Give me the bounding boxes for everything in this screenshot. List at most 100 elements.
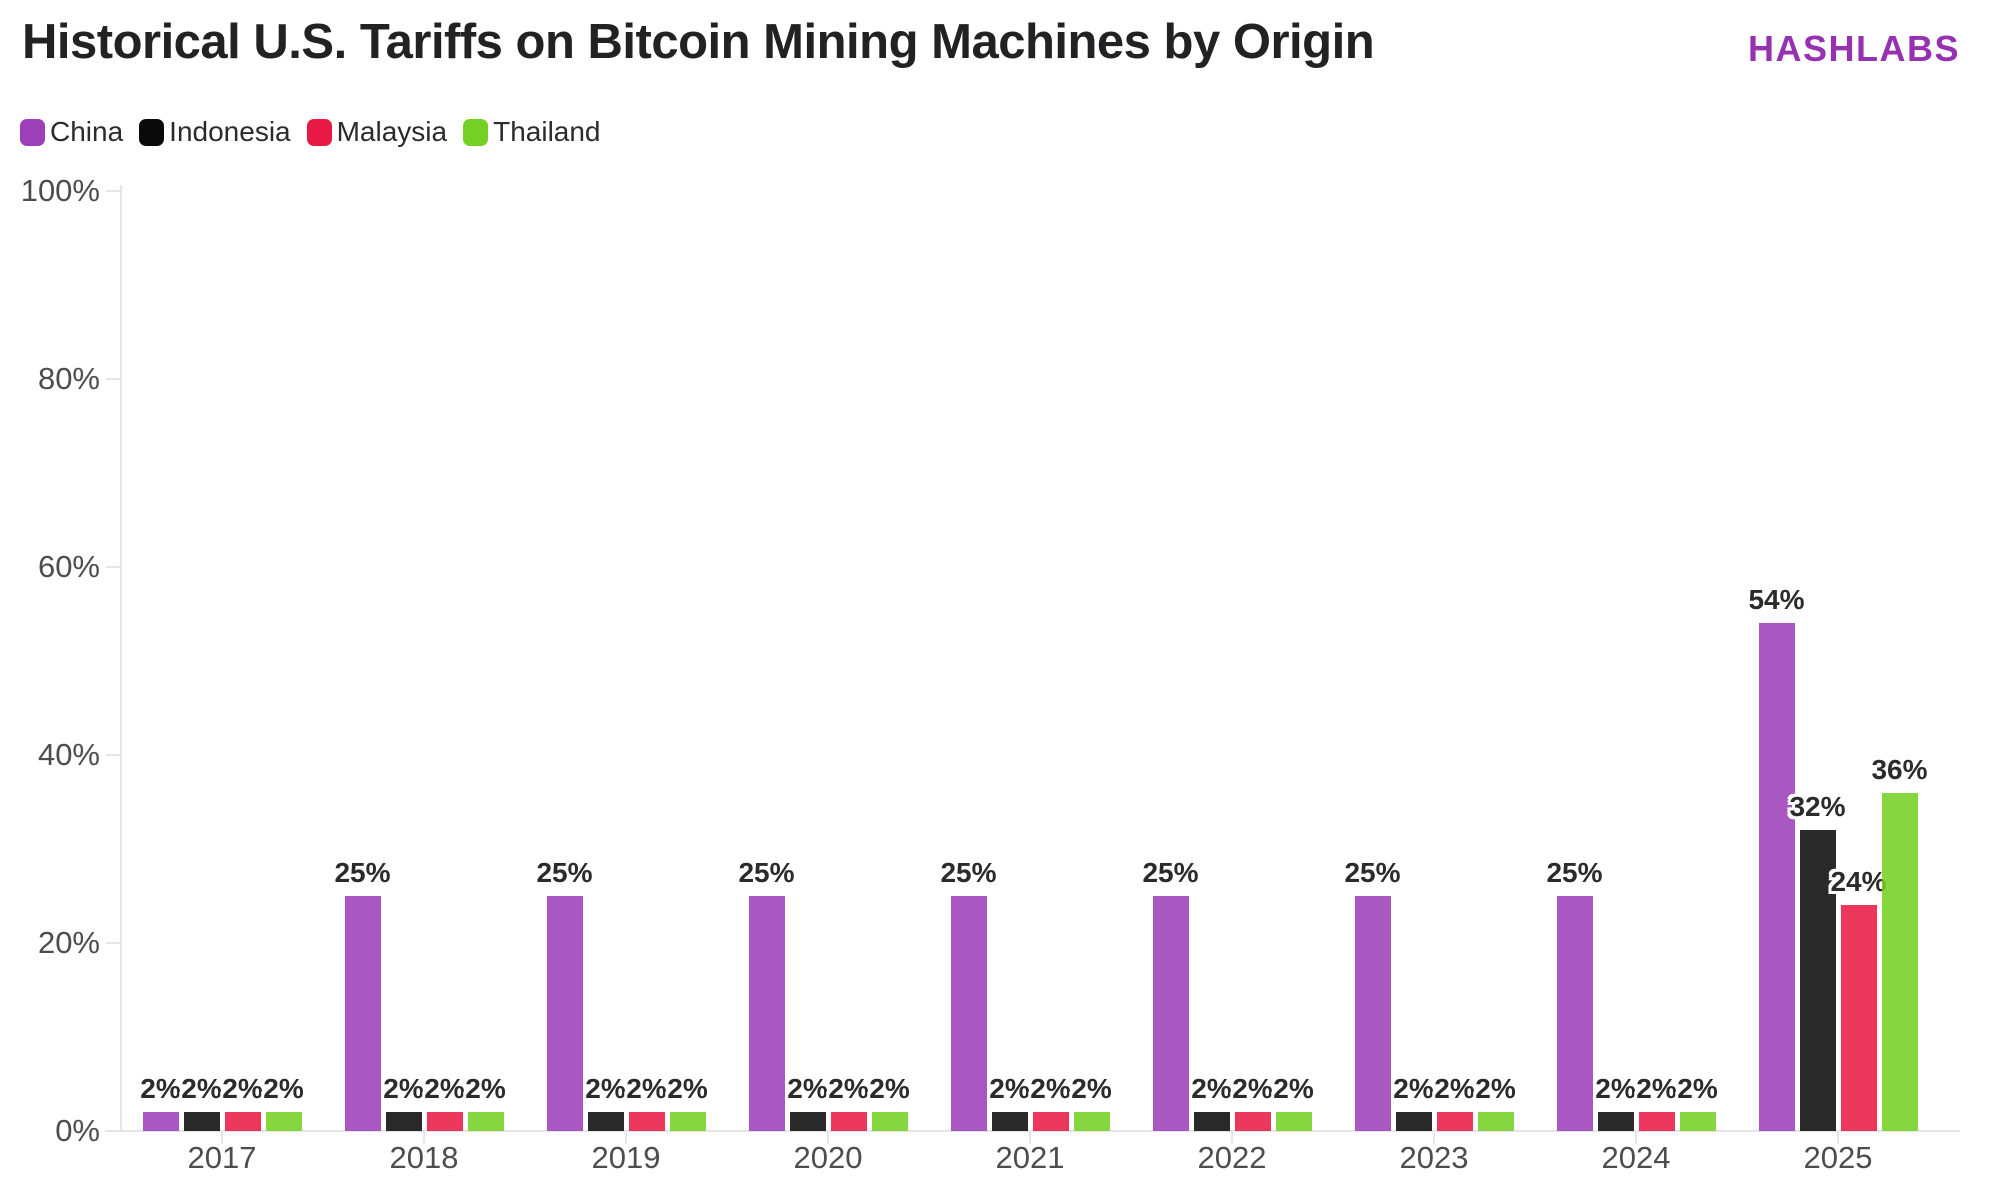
x-axis-line — [105, 1130, 1960, 1132]
value-label-china-2024: 25% — [1546, 857, 1603, 888]
x-tick-label: 2024 — [1601, 1140, 1671, 1175]
bar-malaysia-2022 — [1234, 1112, 1271, 1131]
bar-china-2019 — [546, 896, 583, 1131]
bar-indonesia-2019 — [587, 1112, 624, 1131]
x-tick — [1433, 1131, 1435, 1144]
x-tick-label: 2018 — [389, 1140, 459, 1175]
value-label-indonesia-2021: 2% — [989, 1073, 1030, 1105]
bar-malaysia-2023 — [1436, 1112, 1473, 1131]
value-label-indonesia-2019: 2% — [585, 1073, 626, 1105]
value-label-indonesia-2020: 2% — [787, 1073, 828, 1105]
value-label-thailand-2022: 2% — [1273, 1073, 1314, 1105]
value-label-china-2023: 25% — [1344, 857, 1401, 888]
x-tick-label: 2017 — [187, 1140, 257, 1175]
y-tick — [106, 566, 120, 568]
y-tick — [106, 942, 120, 944]
x-tick-label: 2019 — [591, 1140, 661, 1175]
legend-label-malaysia: Malaysia — [336, 116, 448, 147]
value-label-malaysia-2024: 2% — [1636, 1073, 1677, 1105]
value-label-china-2020: 25% — [738, 857, 795, 888]
x-tick — [1231, 1131, 1233, 1144]
y-tick — [106, 754, 120, 756]
y-tick-label: 20% — [37, 925, 100, 960]
bar-malaysia-2020 — [830, 1112, 867, 1131]
bar-thailand-2019 — [669, 1112, 706, 1131]
value-label-malaysia-2022: 2% — [1232, 1073, 1273, 1105]
legend: China Indonesia Malaysia Thailand — [20, 116, 601, 148]
chart-title: Historical U.S. Tariffs on Bitcoin Minin… — [22, 15, 1375, 69]
x-tick-label: 2025 — [1803, 1140, 1873, 1175]
bar-malaysia-2021 — [1032, 1112, 1069, 1131]
value-label-malaysia-2019: 2% — [626, 1073, 667, 1105]
y-tick-label: 80% — [37, 361, 100, 396]
hashlabs-logo: HASHLABS — [1747, 28, 1960, 69]
bar-indonesia-2017 — [183, 1112, 220, 1131]
x-tick-label: 2023 — [1399, 1140, 1469, 1175]
y-axis-line — [120, 185, 122, 1131]
value-label-indonesia-2025: 32% — [1789, 791, 1846, 823]
bar-malaysia-2017 — [224, 1112, 261, 1131]
x-tick — [1837, 1131, 1839, 1144]
bar-thailand-2025 — [1881, 792, 1918, 1131]
value-label-china-2017: 2% — [140, 1073, 181, 1105]
value-label-thailand-2023: 2% — [1475, 1073, 1516, 1105]
bar-thailand-2022 — [1275, 1112, 1312, 1131]
y-tick-label: 40% — [37, 737, 100, 772]
y-tick — [106, 190, 120, 192]
bar-thailand-2024 — [1679, 1112, 1716, 1131]
legend-item-indonesia: Indonesia — [139, 116, 291, 148]
value-label-thailand-2025: 36% — [1871, 753, 1928, 785]
bar-malaysia-2025 — [1840, 905, 1877, 1131]
value-label-thailand-2019: 2% — [667, 1073, 708, 1105]
bar-china-2018 — [344, 896, 381, 1131]
x-tick — [221, 1131, 223, 1144]
x-tick — [1029, 1131, 1031, 1144]
x-tick — [625, 1131, 627, 1144]
bar-china-2024 — [1556, 896, 1593, 1131]
value-label-thailand-2024: 2% — [1677, 1073, 1718, 1105]
value-label-malaysia-2018: 2% — [424, 1073, 465, 1105]
bar-china-2022 — [1152, 896, 1189, 1131]
value-label-thailand-2021: 2% — [1071, 1073, 1112, 1105]
x-tick — [1635, 1131, 1637, 1144]
bar-indonesia-2024 — [1597, 1112, 1634, 1131]
value-label-china-2022: 25% — [1142, 857, 1199, 888]
value-label-china-2019: 25% — [536, 857, 593, 888]
y-tick — [106, 1130, 120, 1132]
y-tick-label: 60% — [37, 549, 100, 584]
x-tick — [827, 1131, 829, 1144]
legend-label-thailand: Thailand — [493, 116, 601, 147]
legend-item-thailand: Thailand — [463, 116, 601, 148]
bar-malaysia-2019 — [628, 1112, 665, 1131]
y-tick-label: 100% — [20, 173, 100, 208]
value-label-indonesia-2017: 2% — [181, 1073, 222, 1105]
value-label-malaysia-2021: 2% — [1030, 1073, 1071, 1105]
legend-item-malaysia: Malaysia — [306, 116, 448, 148]
bar-thailand-2021 — [1073, 1112, 1110, 1131]
bar-indonesia-2018 — [385, 1112, 422, 1131]
legend-item-china: China — [20, 116, 123, 148]
legend-swatch-china — [20, 118, 45, 146]
bar-china-2020 — [748, 896, 785, 1131]
value-label-malaysia-2025: 24% — [1830, 866, 1887, 898]
bar-indonesia-2023 — [1395, 1112, 1432, 1131]
value-label-malaysia-2023: 2% — [1434, 1073, 1475, 1105]
bar-thailand-2023 — [1477, 1112, 1514, 1131]
value-label-china-2021: 25% — [940, 857, 997, 888]
bar-indonesia-2021 — [991, 1112, 1028, 1131]
legend-swatch-thailand — [463, 118, 489, 146]
x-tick-label: 2021 — [995, 1140, 1065, 1175]
bar-thailand-2020 — [871, 1112, 908, 1131]
value-label-thailand-2018: 2% — [465, 1073, 506, 1105]
x-tick-label: 2020 — [793, 1140, 863, 1175]
value-label-china-2018: 25% — [334, 857, 391, 888]
bar-malaysia-2024 — [1638, 1112, 1675, 1131]
legend-label-indonesia: Indonesia — [169, 116, 291, 147]
y-tick — [106, 378, 120, 380]
bar-china-2021 — [950, 896, 987, 1131]
value-label-indonesia-2022: 2% — [1191, 1073, 1232, 1105]
value-label-indonesia-2024: 2% — [1595, 1073, 1636, 1105]
bar-china-2023 — [1354, 896, 1391, 1131]
